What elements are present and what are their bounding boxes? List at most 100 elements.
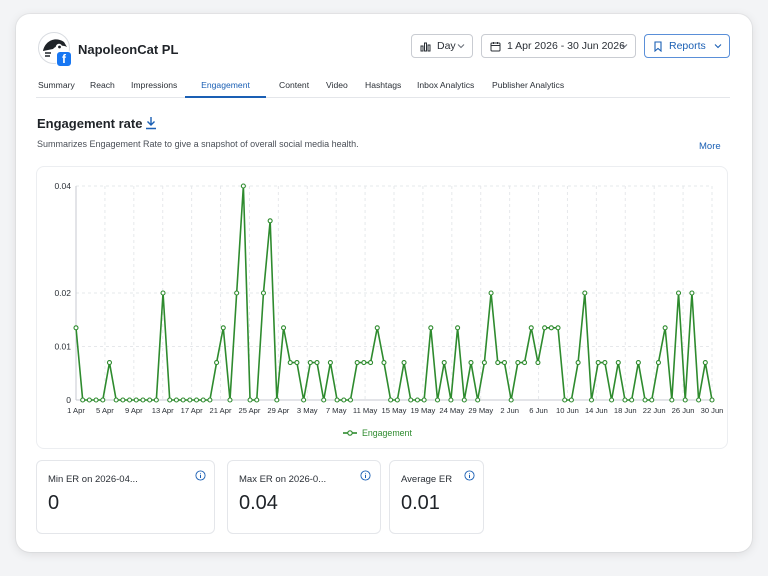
- stat-card-min: Min ER on 2026-04... 0: [36, 460, 215, 534]
- data-point: [361, 360, 367, 366]
- info-icon[interactable]: [360, 470, 371, 481]
- data-point: [468, 360, 474, 366]
- data-point: [562, 397, 568, 403]
- data-point: [220, 325, 226, 331]
- data-point: [93, 397, 99, 403]
- tab-publisher-analytics[interactable]: Publisher Analytics: [492, 80, 565, 90]
- calendar-icon: [490, 41, 501, 51]
- avatar: f: [38, 32, 72, 67]
- data-point: [629, 397, 635, 403]
- bar-chart-icon: [420, 42, 431, 51]
- data-point: [127, 397, 133, 403]
- data-point: [488, 290, 494, 296]
- data-point: [254, 397, 260, 403]
- data-point: [193, 397, 200, 403]
- x-tick-label: 14 Jun: [585, 406, 608, 415]
- profile-header[interactable]: f NapoleonCat PL: [38, 32, 178, 67]
- stat-card-max: Max ER on 2026-0... 0.04: [227, 460, 381, 534]
- bookmark-icon: [654, 40, 662, 52]
- x-tick-label: 21 Apr: [210, 406, 232, 415]
- data-point: [200, 397, 206, 403]
- data-point: [495, 360, 501, 366]
- info-icon[interactable]: [195, 470, 206, 481]
- data-point: [374, 325, 380, 331]
- data-point: [214, 360, 220, 366]
- chevron-down-icon: [714, 44, 722, 49]
- tab-hashtags[interactable]: Hashtags: [365, 80, 402, 90]
- reports-label: Reports: [669, 40, 706, 52]
- data-point: [368, 360, 374, 366]
- data-point: [86, 397, 92, 403]
- y-tick-label: 0.01: [54, 342, 71, 352]
- data-point: [655, 360, 661, 366]
- x-tick-label: 17 Apr: [181, 406, 203, 415]
- more-link[interactable]: More: [699, 141, 721, 152]
- data-point: [528, 325, 534, 331]
- date-range-picker[interactable]: 1 Apr 2026 - 30 Jun 2026: [481, 34, 636, 58]
- data-point: [307, 360, 313, 366]
- data-point: [649, 397, 655, 403]
- data-point: [455, 325, 461, 331]
- data-point: [542, 325, 548, 331]
- x-tick-label: 29 Apr: [267, 406, 289, 415]
- granularity-dropdown[interactable]: Day: [411, 34, 473, 58]
- data-point: [635, 360, 641, 366]
- chart-svg: 0 0.01 0.02 0.04 1 Apr 5 Apr 9 Apr 13 Apr 17 Apr…: [54, 181, 723, 438]
- x-tick-label: 26 Jun: [672, 406, 695, 415]
- data-point: [187, 397, 193, 403]
- tab-summary[interactable]: Summary: [38, 80, 75, 90]
- download-icon[interactable]: [144, 116, 158, 130]
- tab-impressions[interactable]: Impressions: [131, 80, 178, 90]
- data-point: [147, 397, 153, 403]
- data-point: [682, 397, 688, 403]
- data-point: [662, 325, 668, 331]
- legend-marker: [347, 430, 353, 436]
- data-point: [381, 360, 387, 366]
- data-point: [180, 397, 186, 403]
- data-point: [334, 397, 340, 403]
- tab-video[interactable]: Video: [326, 80, 348, 90]
- data-point: [535, 360, 541, 366]
- data-point: [615, 360, 621, 366]
- data-point: [709, 397, 715, 403]
- x-tick-label: 29 May: [468, 406, 493, 415]
- data-point: [475, 397, 481, 403]
- data-point: [428, 325, 434, 331]
- data-point: [595, 360, 601, 366]
- info-icon[interactable]: [464, 470, 475, 481]
- date-range-label: 1 Apr 2026 - 30 Jun 2026: [507, 40, 625, 52]
- data-point: [696, 397, 702, 403]
- x-tick-label: 5 Apr: [96, 406, 114, 415]
- data-point: [227, 397, 233, 403]
- data-point: [240, 183, 246, 189]
- data-point: [401, 360, 407, 366]
- tab-engagement[interactable]: Engagement: [185, 74, 266, 98]
- data-point: [689, 290, 695, 296]
- tab-reach[interactable]: Reach: [90, 80, 115, 90]
- data-point: [609, 397, 615, 403]
- data-point: [234, 290, 240, 296]
- data-point: [675, 290, 682, 296]
- data-point: [120, 397, 126, 403]
- data-point: [167, 397, 173, 403]
- tab-content[interactable]: Content: [279, 80, 310, 90]
- chevron-down-icon: [620, 44, 628, 49]
- x-tick-label: 2 Jun: [500, 406, 519, 415]
- data-point: [106, 360, 113, 366]
- data-point: [260, 290, 267, 296]
- data-point: [394, 397, 400, 403]
- data-point: [73, 325, 79, 331]
- data-point: [301, 397, 307, 403]
- reports-button[interactable]: Reports: [644, 34, 730, 58]
- data-point: [341, 397, 347, 403]
- x-tick-label: 18 Jun: [614, 406, 637, 415]
- data-point: [521, 360, 528, 366]
- tab-inbox-analytics[interactable]: Inbox Analytics: [417, 80, 475, 90]
- data-point: [408, 397, 414, 403]
- data-point: [575, 360, 581, 366]
- chevron-down-icon: [457, 44, 465, 49]
- data-point: [274, 397, 280, 403]
- data-point: [669, 397, 675, 403]
- data-point: [461, 397, 467, 403]
- stat-value: 0.04: [239, 492, 278, 514]
